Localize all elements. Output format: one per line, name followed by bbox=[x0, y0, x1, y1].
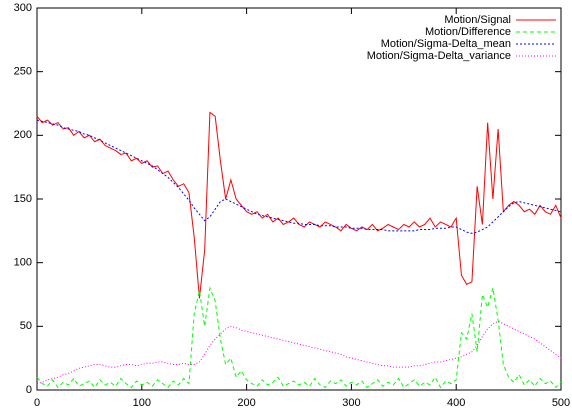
series-line bbox=[36, 320, 562, 385]
x-tick-label: 0 bbox=[34, 397, 40, 409]
legend-label: Motion/Sigma-Delta_mean bbox=[381, 38, 511, 50]
series-line bbox=[36, 111, 562, 299]
x-tick-label: 300 bbox=[342, 397, 360, 409]
y-tick-label: 150 bbox=[14, 193, 32, 205]
legend-label: Motion/Sigma-Delta_variance bbox=[367, 50, 511, 62]
series-line bbox=[36, 119, 562, 234]
legend-label: Motion/Difference bbox=[425, 26, 511, 38]
y-tick-label: 100 bbox=[14, 257, 32, 269]
y-tick-label: 200 bbox=[14, 129, 32, 141]
y-tick-label: 0 bbox=[26, 384, 32, 396]
y-tick-label: 300 bbox=[14, 2, 32, 14]
y-tick-label: 250 bbox=[14, 66, 32, 78]
x-tick-label: 400 bbox=[447, 397, 465, 409]
legend-label: Motion/Signal bbox=[444, 14, 511, 26]
x-tick-label: 500 bbox=[552, 397, 570, 409]
plot-border bbox=[36, 7, 562, 391]
x-tick-label: 200 bbox=[237, 397, 255, 409]
y-tick-label: 50 bbox=[20, 320, 32, 332]
x-tick-label: 100 bbox=[133, 397, 151, 409]
series-line bbox=[36, 286, 562, 389]
